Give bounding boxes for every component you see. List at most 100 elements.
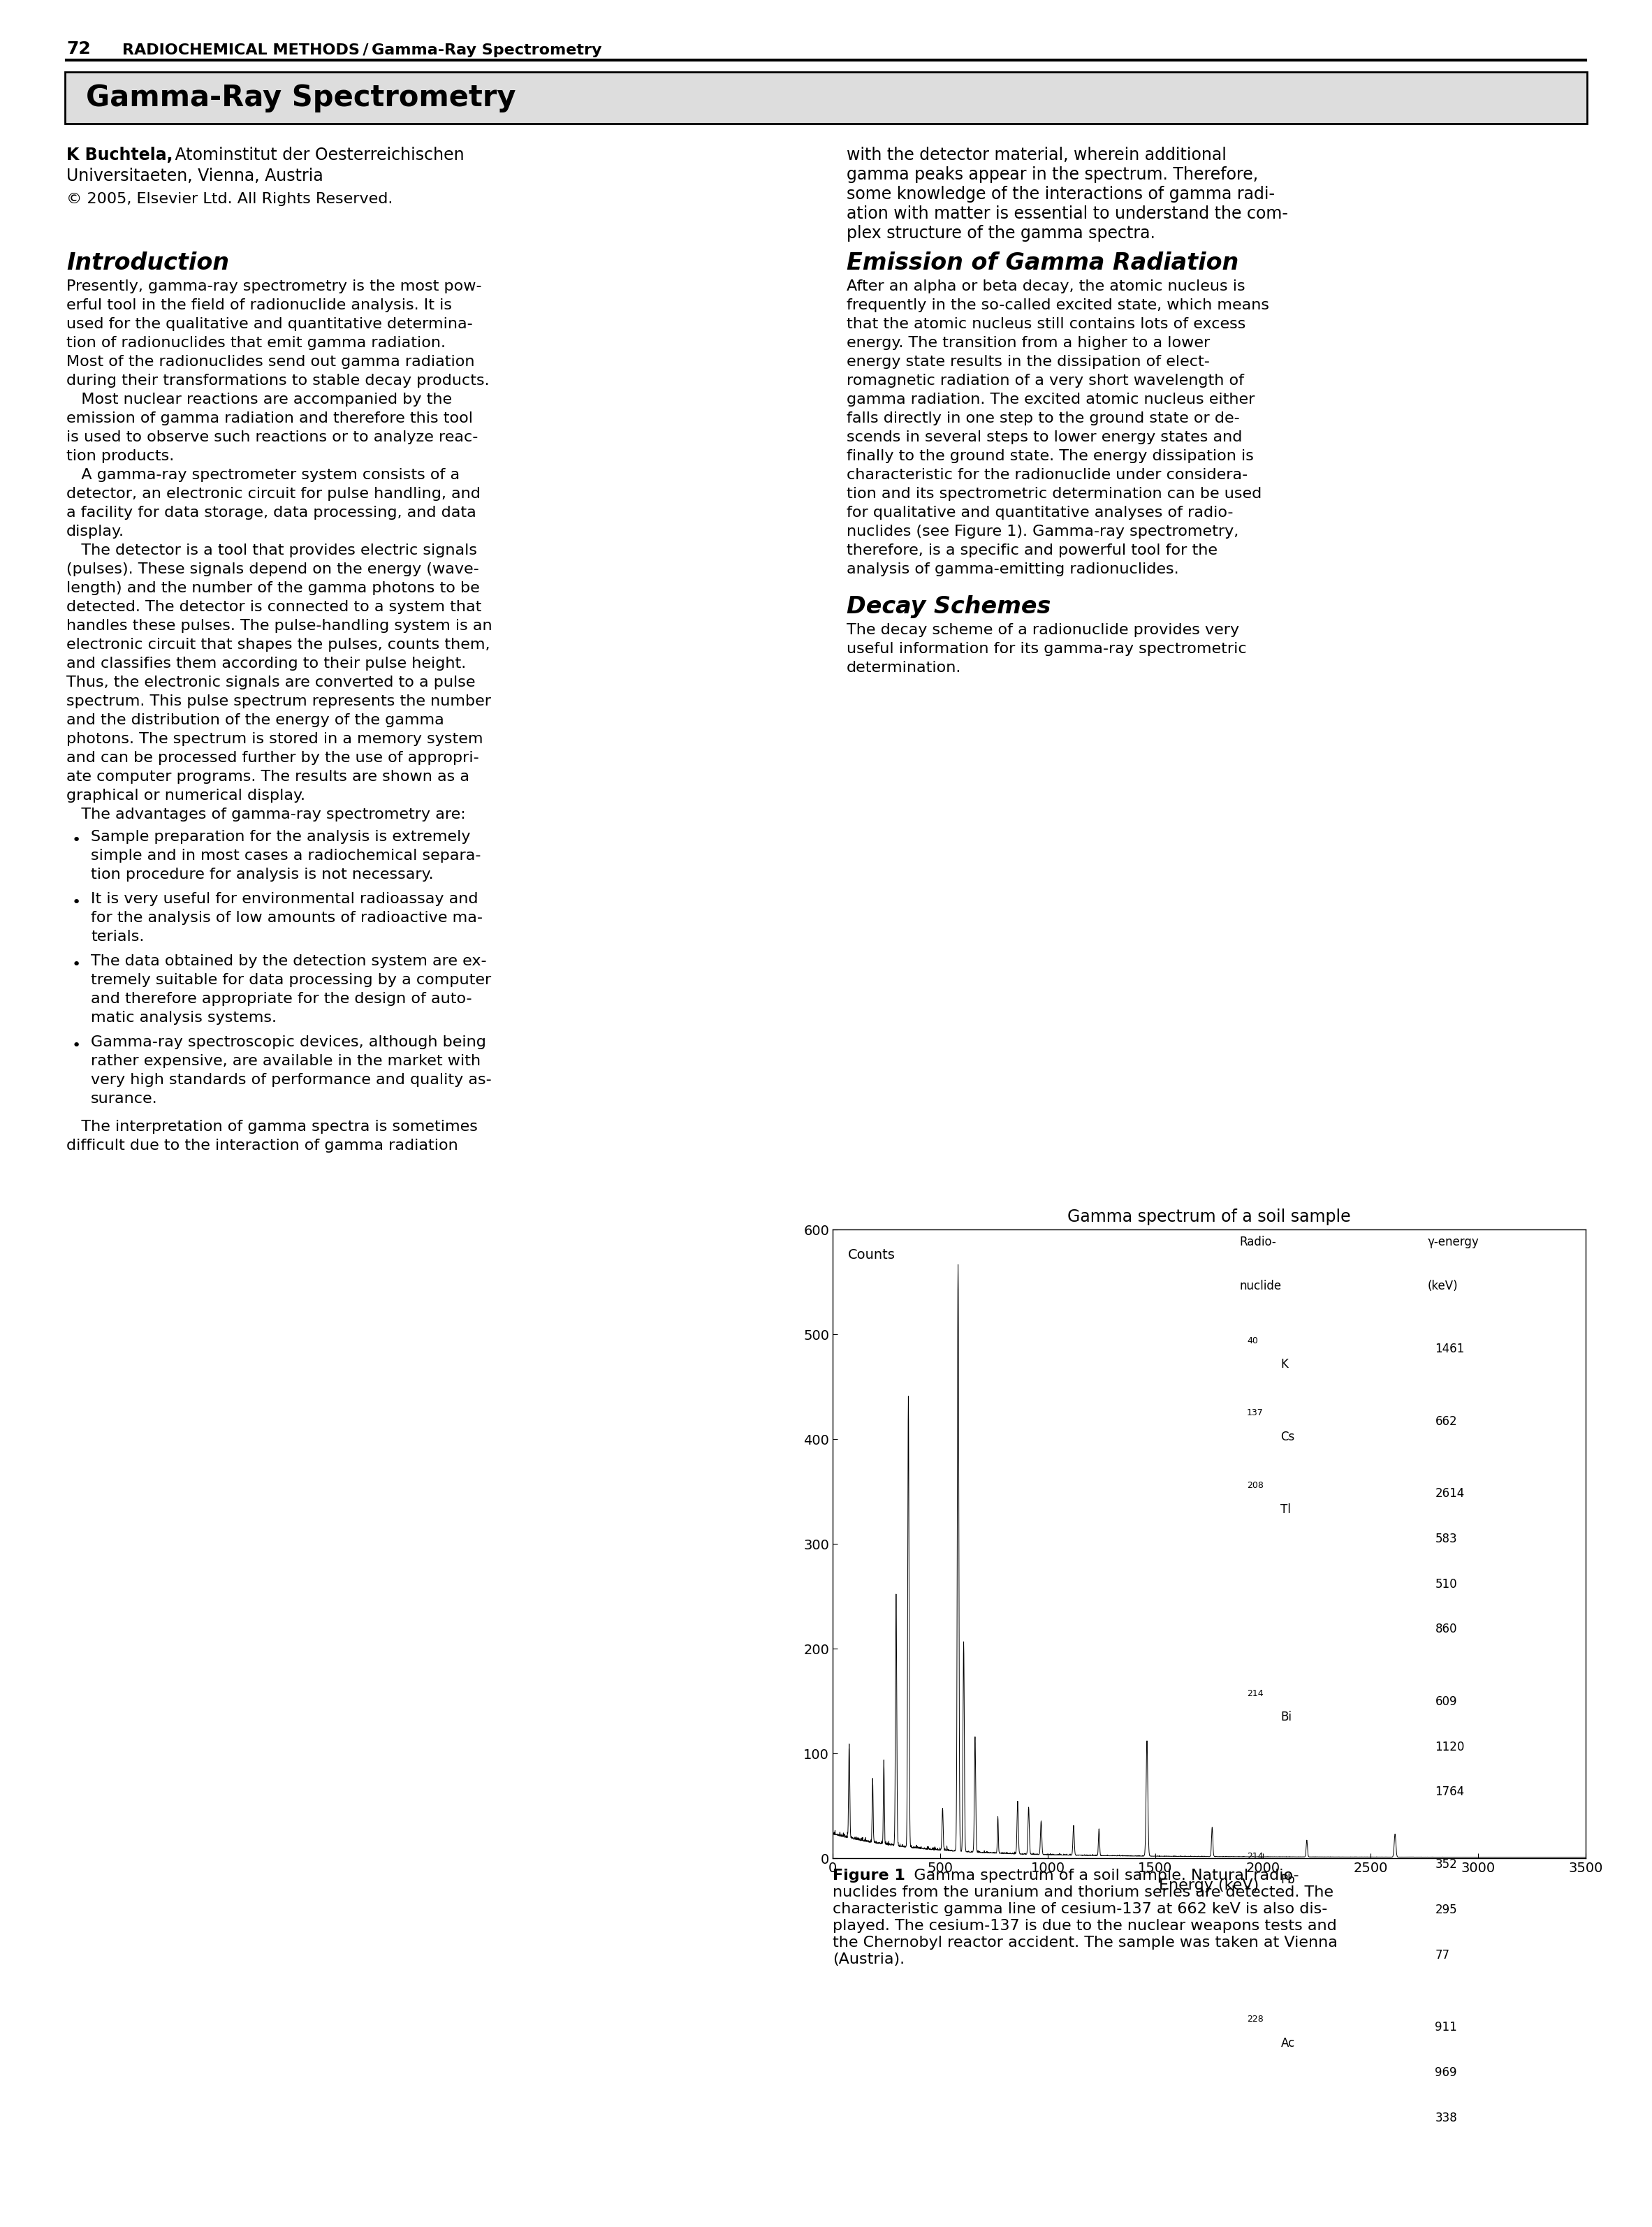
Text: The advantages of gamma-ray spectrometry are:: The advantages of gamma-ray spectrometry… — [66, 808, 466, 822]
Text: 40: 40 — [1247, 1336, 1257, 1345]
Text: 583: 583 — [1436, 1532, 1457, 1546]
Text: display.: display. — [66, 526, 124, 539]
Text: Cs: Cs — [1280, 1430, 1295, 1443]
Text: Decay Schemes: Decay Schemes — [846, 595, 1051, 619]
Text: terials.: terials. — [91, 931, 144, 944]
Text: 295: 295 — [1436, 1904, 1457, 1915]
Text: characteristic gamma line of cesium-137 at 662 keV is also dis-: characteristic gamma line of cesium-137 … — [833, 1902, 1328, 1915]
Text: Emission of Gamma Radiation: Emission of Gamma Radiation — [846, 252, 1239, 274]
Text: for qualitative and quantitative analyses of radio-: for qualitative and quantitative analyse… — [846, 506, 1234, 519]
Text: scends in several steps to lower energy states and: scends in several steps to lower energy … — [846, 430, 1242, 443]
Text: The detector is a tool that provides electric signals: The detector is a tool that provides ele… — [66, 543, 477, 557]
Text: 77: 77 — [1436, 1949, 1450, 1962]
Text: Counts: Counts — [847, 1249, 895, 1260]
Text: ate computer programs. The results are shown as a: ate computer programs. The results are s… — [66, 771, 469, 784]
Text: The data obtained by the detection system are ex-: The data obtained by the detection syste… — [91, 953, 487, 969]
Text: finally to the ground state. The energy dissipation is: finally to the ground state. The energy … — [846, 450, 1254, 463]
FancyBboxPatch shape — [64, 71, 1588, 125]
Text: 860: 860 — [1436, 1623, 1457, 1635]
Text: The interpretation of gamma spectra is sometimes: The interpretation of gamma spectra is s… — [66, 1120, 477, 1134]
Text: that the atomic nucleus still contains lots of excess: that the atomic nucleus still contains l… — [846, 316, 1246, 332]
Text: Thus, the electronic signals are converted to a pulse: Thus, the electronic signals are convert… — [66, 675, 476, 690]
Text: (Austria).: (Austria). — [833, 1953, 905, 1966]
Text: characteristic for the radionuclide under considera-: characteristic for the radionuclide unde… — [846, 468, 1247, 481]
Text: The decay scheme of a radionuclide provides very: The decay scheme of a radionuclide provi… — [846, 624, 1239, 637]
Text: Universitaeten, Vienna, Austria: Universitaeten, Vienna, Austria — [66, 167, 324, 185]
Text: 72: 72 — [66, 40, 91, 58]
Text: 1120: 1120 — [1436, 1742, 1465, 1753]
Text: rather expensive, are available in the market with: rather expensive, are available in the m… — [91, 1053, 481, 1069]
Text: 214: 214 — [1247, 1688, 1264, 1699]
Text: and the distribution of the energy of the gamma: and the distribution of the energy of th… — [66, 713, 444, 728]
Text: 1461: 1461 — [1436, 1343, 1465, 1356]
Text: 662: 662 — [1436, 1414, 1457, 1428]
Text: γ-energy: γ-energy — [1427, 1236, 1479, 1249]
Text: and can be processed further by the use of appropri-: and can be processed further by the use … — [66, 750, 479, 764]
Text: 510: 510 — [1436, 1577, 1457, 1590]
Text: length) and the number of the gamma photons to be: length) and the number of the gamma phot… — [66, 581, 479, 595]
Text: Most nuclear reactions are accompanied by the: Most nuclear reactions are accompanied b… — [66, 392, 453, 408]
Text: detector, an electronic circuit for pulse handling, and: detector, an electronic circuit for puls… — [66, 488, 481, 501]
Text: simple and in most cases a radiochemical separa-: simple and in most cases a radiochemical… — [91, 848, 481, 862]
Text: Radio-: Radio- — [1239, 1236, 1275, 1249]
X-axis label: Energy (keV): Energy (keV) — [1160, 1880, 1259, 1893]
Text: Gamma-ray spectroscopic devices, although being: Gamma-ray spectroscopic devices, althoug… — [91, 1036, 486, 1049]
Text: nuclides from the uranium and thorium series are detected. The: nuclides from the uranium and thorium se… — [833, 1886, 1333, 1900]
Text: tion and its spectrometric determination can be used: tion and its spectrometric determination… — [846, 488, 1262, 501]
Text: energy. The transition from a higher to a lower: energy. The transition from a higher to … — [846, 336, 1209, 350]
Text: tion procedure for analysis is not necessary.: tion procedure for analysis is not neces… — [91, 869, 433, 882]
Text: and classifies them according to their pulse height.: and classifies them according to their p… — [66, 657, 466, 670]
Text: RADIOCHEMICAL METHODS / Gamma-Ray Spectrometry: RADIOCHEMICAL METHODS / Gamma-Ray Spectr… — [122, 42, 601, 58]
Text: a facility for data storage, data processing, and data: a facility for data storage, data proces… — [66, 506, 476, 519]
Text: useful information for its gamma-ray spectrometric: useful information for its gamma-ray spe… — [846, 641, 1247, 657]
Text: during their transformations to stable decay products.: during their transformations to stable d… — [66, 374, 489, 387]
Text: A gamma-ray spectrometer system consists of a: A gamma-ray spectrometer system consists… — [66, 468, 459, 481]
Text: energy state results in the dissipation of elect-: energy state results in the dissipation … — [846, 354, 1209, 370]
Text: tremely suitable for data processing by a computer: tremely suitable for data processing by … — [91, 973, 491, 987]
Text: romagnetic radiation of a very short wavelength of: romagnetic radiation of a very short wav… — [846, 374, 1244, 387]
Text: plex structure of the gamma spectra.: plex structure of the gamma spectra. — [846, 225, 1155, 243]
Text: 208: 208 — [1247, 1481, 1264, 1490]
Text: nuclide: nuclide — [1239, 1281, 1282, 1292]
Text: tion products.: tion products. — [66, 450, 173, 463]
Text: 969: 969 — [1436, 2067, 1457, 2078]
Text: is used to observe such reactions or to analyze reac-: is used to observe such reactions or to … — [66, 430, 477, 443]
Text: detected. The detector is connected to a system that: detected. The detector is connected to a… — [66, 599, 481, 615]
Text: spectrum. This pulse spectrum represents the number: spectrum. This pulse spectrum represents… — [66, 695, 491, 708]
Text: gamma radiation. The excited atomic nucleus either: gamma radiation. The excited atomic nucl… — [846, 392, 1256, 408]
Text: very high standards of performance and quality as-: very high standards of performance and q… — [91, 1073, 492, 1087]
Text: erful tool in the field of radionuclide analysis. It is: erful tool in the field of radionuclide … — [66, 298, 453, 312]
Text: K Buchtela,: K Buchtela, — [66, 147, 173, 163]
Text: tion of radionuclides that emit gamma radiation.: tion of radionuclides that emit gamma ra… — [66, 336, 446, 350]
Text: the Chernobyl reactor accident. The sample was taken at Vienna: the Chernobyl reactor accident. The samp… — [833, 1935, 1338, 1949]
Text: Gamma spectrum of a soil sample. Natural radio-: Gamma spectrum of a soil sample. Natural… — [899, 1868, 1298, 1882]
Text: Gamma-Ray Spectrometry: Gamma-Ray Spectrometry — [86, 82, 515, 114]
Text: Ac: Ac — [1280, 2038, 1295, 2049]
Text: Presently, gamma-ray spectrometry is the most pow-: Presently, gamma-ray spectrometry is the… — [66, 278, 482, 294]
Text: •: • — [73, 1038, 81, 1053]
Text: (pulses). These signals depend on the energy (wave-: (pulses). These signals depend on the en… — [66, 563, 479, 577]
Text: After an alpha or beta decay, the atomic nucleus is: After an alpha or beta decay, the atomic… — [846, 278, 1246, 294]
Text: falls directly in one step to the ground state or de-: falls directly in one step to the ground… — [846, 412, 1239, 425]
Text: 609: 609 — [1436, 1695, 1457, 1708]
Text: It is very useful for environmental radioassay and: It is very useful for environmental radi… — [91, 893, 477, 906]
Text: 911: 911 — [1436, 2020, 1457, 2033]
Text: Atominstitut der Oesterreichischen: Atominstitut der Oesterreichischen — [170, 147, 464, 163]
Text: for the analysis of low amounts of radioactive ma-: for the analysis of low amounts of radio… — [91, 911, 482, 924]
Text: some knowledge of the interactions of gamma radi-: some knowledge of the interactions of ga… — [846, 185, 1275, 203]
Text: 214: 214 — [1247, 1853, 1264, 1862]
Text: K: K — [1280, 1358, 1289, 1372]
Text: 338: 338 — [1436, 2111, 1457, 2125]
Text: graphical or numerical display.: graphical or numerical display. — [66, 788, 306, 802]
Text: analysis of gamma-emitting radionuclides.: analysis of gamma-emitting radionuclides… — [846, 563, 1180, 577]
Title: Gamma spectrum of a soil sample: Gamma spectrum of a soil sample — [1067, 1209, 1351, 1225]
Text: difficult due to the interaction of gamma radiation: difficult due to the interaction of gamm… — [66, 1138, 458, 1154]
Text: handles these pulses. The pulse-handling system is an: handles these pulses. The pulse-handling… — [66, 619, 492, 632]
Text: 1764: 1764 — [1436, 1786, 1464, 1799]
Text: Bi: Bi — [1280, 1710, 1292, 1724]
Text: surance.: surance. — [91, 1091, 157, 1107]
Text: frequently in the so-called excited state, which means: frequently in the so-called excited stat… — [846, 298, 1269, 312]
Text: © 2005, Elsevier Ltd. All Rights Reserved.: © 2005, Elsevier Ltd. All Rights Reserve… — [66, 192, 393, 207]
Text: 2614: 2614 — [1436, 1488, 1465, 1499]
Text: •: • — [73, 833, 81, 846]
